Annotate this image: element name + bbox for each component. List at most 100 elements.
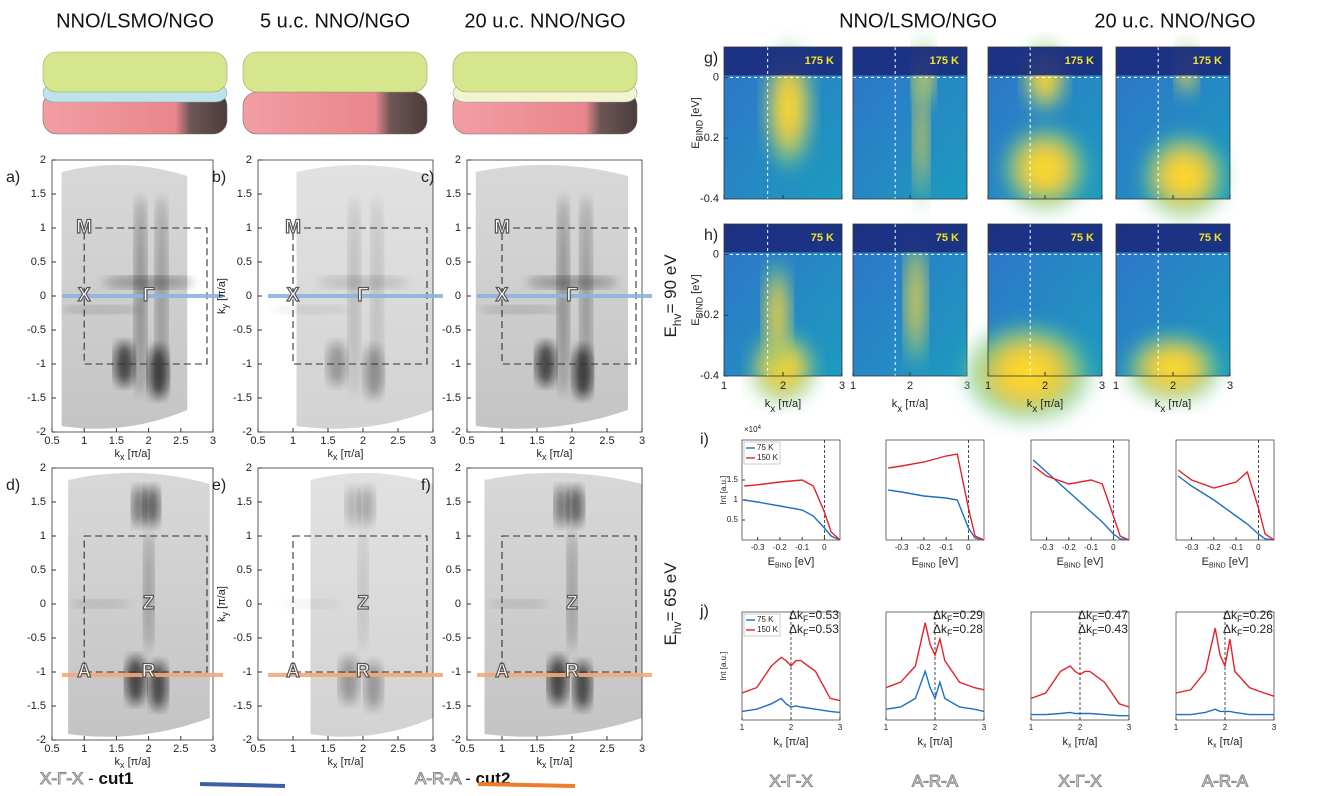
symmetry-point: M (494, 217, 510, 238)
x-tick-label: 3 (639, 435, 645, 447)
map-feature (148, 346, 169, 399)
plot-frame (885, 439, 985, 541)
delta-kf-main: Δk (789, 608, 804, 622)
photon-energy-main: E (661, 326, 680, 337)
x-tick-label: -0.3 (1040, 543, 1054, 552)
symmetry-point: X (496, 285, 509, 306)
cut-name: A-R-A (1202, 771, 1249, 790)
x-tick-label: -0.3 (895, 543, 909, 552)
x-tick-label: 2 (1042, 380, 1048, 392)
x-axis-label: EBIND [eV] (912, 556, 959, 569)
symmetry-point: Z (143, 593, 155, 614)
y-tick-label: 1 (734, 495, 739, 504)
x-axis-label-main: k (115, 756, 121, 768)
y-tick-label: 1 (455, 222, 461, 234)
legend-label: 75 K (757, 615, 774, 624)
y-tick-label: -2 (36, 426, 46, 438)
cut-sep: - (83, 769, 98, 788)
x-axis-label: kx [π/a] (1063, 736, 1098, 749)
y-tick-label: 0.5 (31, 256, 46, 268)
delta-kf-sub: F (947, 615, 953, 625)
y-tick-label: -2 (36, 734, 46, 746)
x-axis-label-main: E (912, 556, 919, 568)
delta-kf-sub: F (803, 615, 809, 625)
x-tick-label: 3 (1099, 380, 1105, 392)
x-tick-label: 3 (982, 723, 987, 732)
map-feature (572, 346, 593, 399)
cut-swatch (199, 782, 286, 788)
x-axis-label-main: k (1208, 736, 1214, 748)
x-tick-label: 0.5 (44, 743, 59, 755)
panel-label: j) (699, 603, 709, 620)
x-tick-label: 1.5 (320, 743, 335, 755)
cut-legend: A-R-A - cut2 (415, 769, 510, 788)
delta-kf-main: Δk (933, 622, 948, 636)
x-axis-label-sub: BIND (919, 562, 936, 569)
x-axis-label-sub: x (120, 761, 125, 771)
panel-label: d) (6, 477, 20, 494)
delta-kf-rest: =0.26 (1243, 608, 1274, 622)
x-tick-label: -0.1 (795, 543, 809, 552)
y-tick-label: 0 (40, 598, 46, 610)
map-feature (326, 342, 347, 386)
delta-kf-sub: F (1092, 629, 1098, 639)
zone-boundary (83, 535, 208, 673)
plot-frame (1030, 439, 1130, 541)
y-tick-label: -0.4 (700, 193, 719, 205)
x-axis-label-rest: [π/a] (547, 756, 573, 768)
temperature-label: 175 K (805, 55, 834, 67)
map-feature (548, 656, 568, 705)
x-axis-label-sub: x (1213, 742, 1217, 749)
x-axis-label-main: k (328, 756, 334, 768)
curve (1176, 708, 1274, 716)
x-axis-label-rest: [π/a] (1072, 736, 1098, 748)
delta-kf-main: Δk (1078, 622, 1093, 636)
x-tick-label: 2 (360, 435, 366, 447)
panel-label: a) (6, 169, 20, 186)
y-tick-label: 2 (455, 154, 461, 166)
x-tick-label: 1 (1029, 723, 1034, 732)
delta-kf-sub: F (947, 629, 953, 639)
temperature-label: 75 K (811, 232, 834, 244)
zone-boundary (292, 535, 428, 673)
y-tick-label: 0 (246, 598, 252, 610)
y-tick-label: -0.4 (700, 370, 719, 382)
delta-kf-sub: F (1092, 615, 1098, 625)
temperature-label: 75 K (936, 232, 959, 244)
plot-frame (741, 439, 841, 541)
y-tick-label: 0.5 (446, 256, 461, 268)
symmetry-point: Z (357, 593, 369, 614)
x-tick-label: 3 (639, 743, 645, 755)
delta-kf: ΔkF=0.43 (1078, 622, 1128, 638)
spectrum-intensity (999, 123, 1091, 215)
x-axis-label-sub: BIND (1209, 562, 1226, 569)
delta-kf-rest: =0.28 (1243, 622, 1274, 636)
y-axis-label: Int [a.u.] (719, 652, 728, 681)
map-region (484, 472, 642, 737)
x-axis-label-sub: x (1160, 404, 1165, 415)
y-tick-label: 1 (40, 222, 46, 234)
zone-boundary (501, 535, 637, 673)
cut-name: cut1 (98, 769, 133, 788)
sample-top (452, 51, 638, 93)
map-feature (60, 305, 141, 314)
y-tick-label: 2 (246, 462, 252, 474)
y-tick-label: 1.5 (446, 496, 461, 508)
x-tick-label: 1 (1174, 723, 1179, 732)
y-tick-label: 0 (246, 290, 252, 302)
delta-kf-rest: =0.28 (953, 622, 984, 636)
x-tick-label: 3 (210, 435, 216, 447)
cut-name: X-Γ-X (769, 771, 812, 790)
y-tick-label: -0.5 (233, 324, 252, 336)
x-axis-label-rest: [π/a] (775, 398, 801, 410)
x-tick-label: 3 (430, 743, 436, 755)
x-axis-label-rest: [π/a] (1037, 398, 1063, 410)
delta-kf-rest: =0.47 (1098, 608, 1129, 622)
x-tick-label: 1.5 (320, 435, 335, 447)
y-tick-label: 2 (246, 154, 252, 166)
symmetry-point: R (565, 661, 579, 682)
delta-kf: ΔkF=0.53 (789, 622, 839, 638)
y-axis-label: EBIND [eV] (690, 97, 705, 148)
y-tick-label: -1 (451, 666, 461, 678)
